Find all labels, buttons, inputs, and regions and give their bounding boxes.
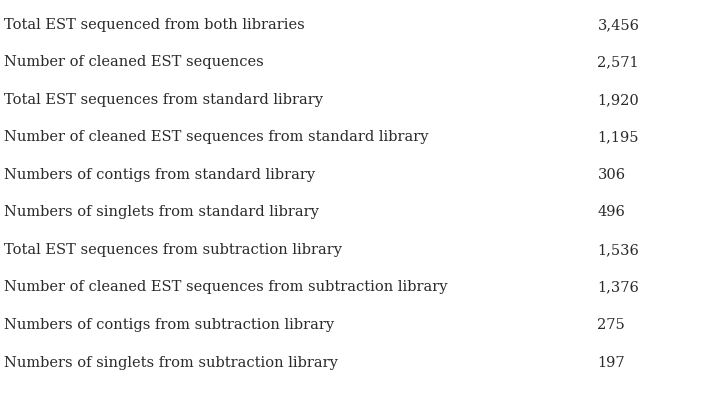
Text: Numbers of singlets from subtraction library: Numbers of singlets from subtraction lib…: [4, 356, 337, 369]
Text: 275: 275: [597, 318, 625, 332]
Text: 3,456: 3,456: [597, 18, 639, 32]
Text: Numbers of contigs from subtraction library: Numbers of contigs from subtraction libr…: [4, 318, 334, 332]
Text: 197: 197: [597, 356, 625, 369]
Text: Numbers of contigs from standard library: Numbers of contigs from standard library: [4, 168, 315, 182]
Text: 1,195: 1,195: [597, 130, 639, 144]
Text: Total EST sequenced from both libraries: Total EST sequenced from both libraries: [4, 18, 304, 32]
Text: Numbers of singlets from standard library: Numbers of singlets from standard librar…: [4, 205, 318, 219]
Text: 496: 496: [597, 205, 625, 219]
Text: Number of cleaned EST sequences from standard library: Number of cleaned EST sequences from sta…: [4, 130, 428, 144]
Text: Number of cleaned EST sequences from subtraction library: Number of cleaned EST sequences from sub…: [4, 280, 447, 294]
Text: Total EST sequences from standard library: Total EST sequences from standard librar…: [4, 93, 322, 107]
Text: 1,920: 1,920: [597, 93, 639, 107]
Text: Number of cleaned EST sequences: Number of cleaned EST sequences: [4, 55, 263, 69]
Text: Total EST sequences from subtraction library: Total EST sequences from subtraction lib…: [4, 243, 341, 257]
Text: 1,376: 1,376: [597, 280, 639, 294]
Text: 1,536: 1,536: [597, 243, 639, 257]
Text: 306: 306: [597, 168, 626, 182]
Text: 2,571: 2,571: [597, 55, 639, 69]
